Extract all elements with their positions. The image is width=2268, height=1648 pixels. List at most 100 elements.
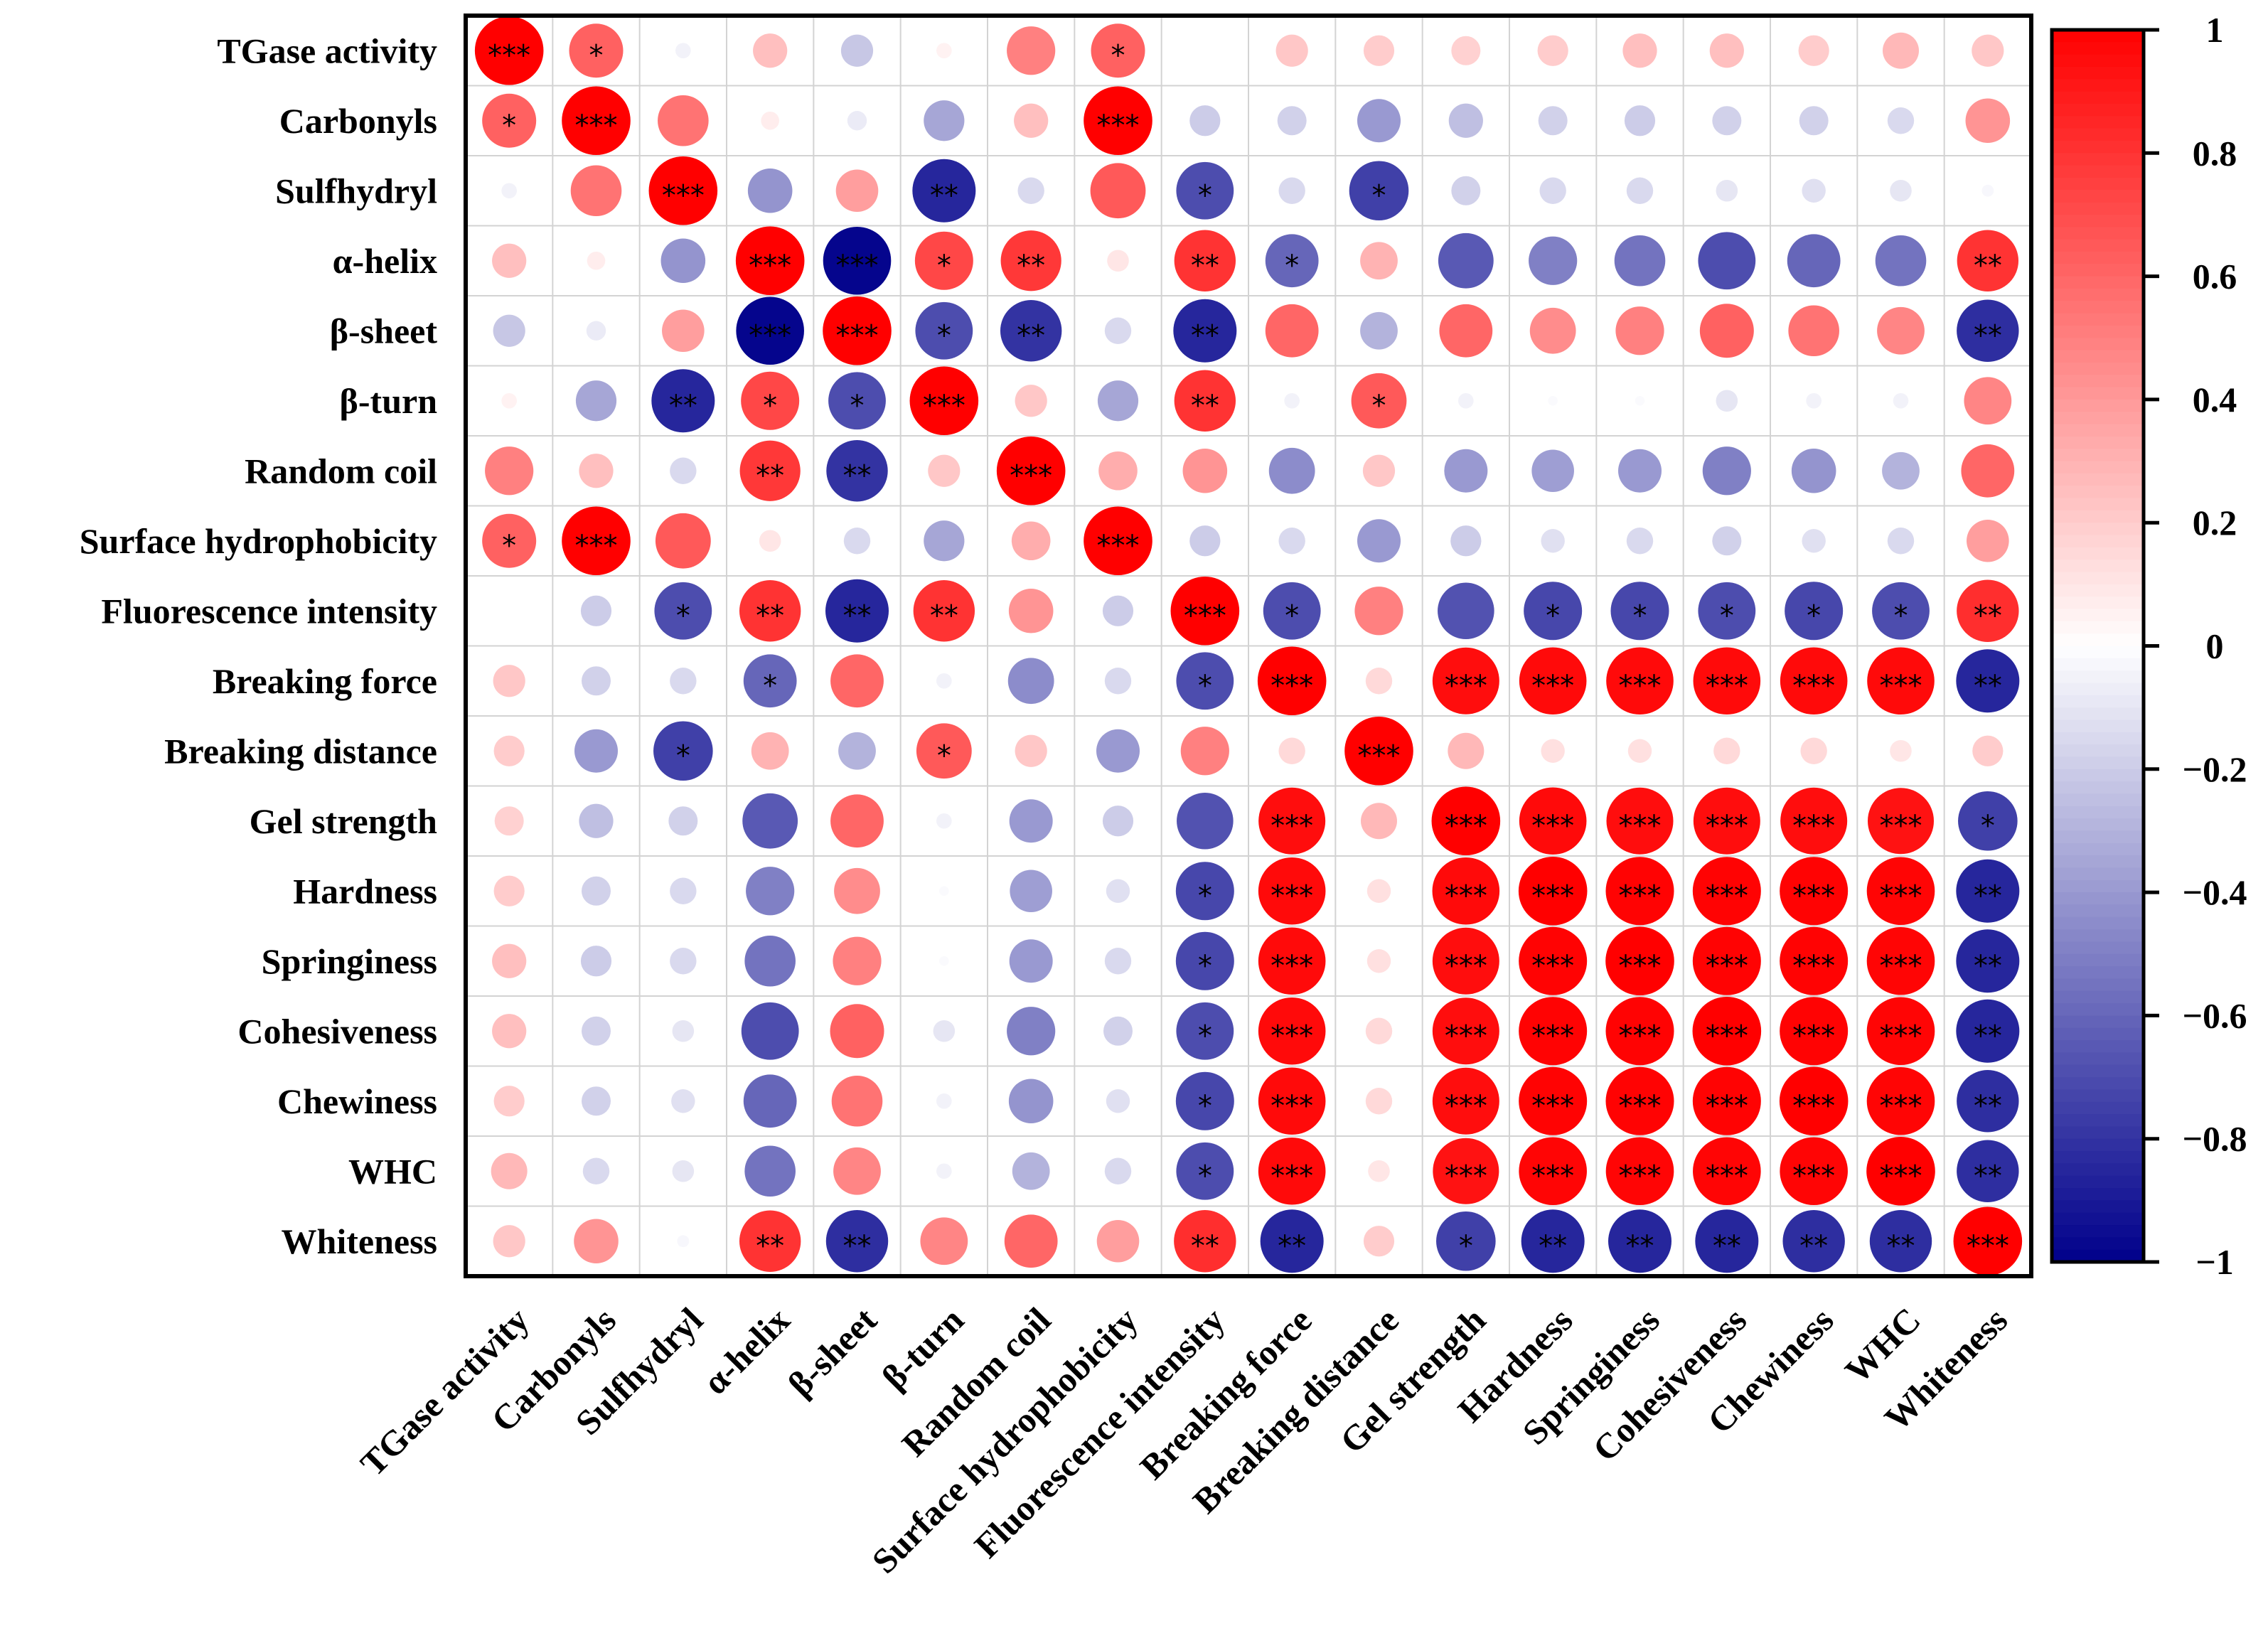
correlation-circle xyxy=(1693,1137,1761,1206)
correlation-circle xyxy=(1265,304,1319,358)
correlation-circle xyxy=(1541,739,1565,763)
colorbar-step xyxy=(2052,288,2144,301)
correlation-circle xyxy=(916,723,972,779)
correlation-circle xyxy=(1438,582,1494,640)
colorbar-step xyxy=(2052,301,2144,314)
colorbar-step xyxy=(2052,103,2144,117)
correlation-circle xyxy=(1011,521,1051,561)
significance-mark: *** xyxy=(1445,879,1487,912)
correlation-circle xyxy=(838,732,876,770)
colorbar-step xyxy=(2052,387,2144,400)
significance-mark: ** xyxy=(1017,319,1045,352)
correlation-circle xyxy=(1965,98,2011,144)
colorbar-step xyxy=(2052,683,2144,696)
significance-mark: ** xyxy=(1974,950,2002,983)
row-label: Breaking distance xyxy=(164,731,437,771)
colorbar-step xyxy=(2052,744,2144,758)
correlation-circle xyxy=(1448,732,1485,769)
correlation-circle xyxy=(1104,948,1132,975)
colorbar-step xyxy=(2052,904,2144,918)
significance-mark: ** xyxy=(1974,1160,2002,1192)
correlation-circle xyxy=(913,580,975,642)
significance-mark: *** xyxy=(1271,670,1313,702)
row-label: Fluorescence intensity xyxy=(101,591,437,631)
significance-mark: ** xyxy=(843,599,872,632)
colorbar-step xyxy=(2052,1126,2144,1140)
row-label: Springiness xyxy=(262,941,437,981)
correlation-circle xyxy=(1096,1219,1140,1263)
correlation-circle xyxy=(1278,528,1305,555)
correlation-circle xyxy=(1866,997,1935,1066)
correlation-circle xyxy=(1627,739,1652,763)
correlation-circle xyxy=(1344,716,1413,786)
colorbar-step xyxy=(2052,584,2144,597)
significance-mark: *** xyxy=(1358,739,1401,772)
significance-mark: * xyxy=(502,530,516,562)
correlation-circle xyxy=(1692,857,1761,926)
correlation-circle xyxy=(1785,582,1844,641)
correlation-circle xyxy=(912,159,976,223)
correlation-circle xyxy=(830,654,884,708)
significance-mark: *** xyxy=(836,250,879,282)
correlation-circle xyxy=(658,95,709,146)
significance-mark: * xyxy=(1198,1090,1212,1123)
correlation-circle xyxy=(677,1235,690,1248)
colorbar-step xyxy=(2052,190,2144,203)
correlation-circle xyxy=(1265,234,1319,288)
correlation-circle xyxy=(744,1145,796,1197)
correlation-circle xyxy=(1519,1066,1588,1135)
colorbar-step xyxy=(2052,1225,2144,1238)
correlation-circle xyxy=(1439,304,1493,358)
significance-mark: * xyxy=(1807,599,1821,632)
significance-mark: * xyxy=(1372,179,1386,212)
significance-mark: *** xyxy=(575,109,618,142)
significance-mark: * xyxy=(1459,1230,1473,1263)
colorbar-step xyxy=(2052,781,2144,795)
correlation-circle xyxy=(739,580,801,642)
colorbar-step xyxy=(2052,732,2144,745)
correlation-circle xyxy=(1782,1210,1845,1273)
correlation-circle xyxy=(1956,859,2020,923)
significance-mark: *** xyxy=(1619,670,1662,702)
correlation-circle xyxy=(1176,652,1234,710)
correlation-circle xyxy=(582,1016,611,1046)
significance-mark: * xyxy=(589,39,604,72)
significance-mark: *** xyxy=(1445,670,1487,702)
correlation-circle xyxy=(1780,857,1849,926)
correlation-circle xyxy=(1953,1206,2023,1276)
correlation-circle xyxy=(1000,300,1062,362)
significance-mark: ** xyxy=(1799,1230,1828,1263)
correlation-circle xyxy=(741,1002,799,1060)
colorbar-step xyxy=(2052,842,2144,856)
correlation-circle xyxy=(1958,791,2018,851)
significance-mark: ** xyxy=(1278,1230,1306,1263)
significance-mark: *** xyxy=(1531,1160,1574,1192)
significance-mark: *** xyxy=(749,250,791,282)
correlation-circle xyxy=(1787,234,1841,288)
row-label: β-sheet xyxy=(330,311,438,351)
correlation-circle xyxy=(474,16,544,85)
correlation-circle xyxy=(582,876,611,906)
colorbar-step xyxy=(2052,707,2144,721)
correlation-circle xyxy=(746,867,795,916)
correlation-circle xyxy=(1432,647,1499,715)
correlation-circle xyxy=(1964,377,2012,425)
correlation-circle xyxy=(1890,739,1912,762)
colorbar-step xyxy=(2052,1077,2144,1090)
correlation-circle xyxy=(1432,997,1499,1065)
correlation-circle xyxy=(1615,306,1664,355)
significance-mark: *** xyxy=(1706,810,1748,842)
significance-mark: ** xyxy=(1539,1230,1567,1263)
colorbar-step xyxy=(2052,202,2144,215)
correlation-circle xyxy=(1360,242,1398,280)
row-label: Sulfhydryl xyxy=(275,171,437,210)
significance-mark: *** xyxy=(1271,879,1313,912)
correlation-circle xyxy=(1802,178,1826,203)
correlation-circle xyxy=(1448,103,1483,138)
correlation-circle xyxy=(1956,999,2020,1063)
correlation-circle xyxy=(582,1157,610,1184)
significance-mark: * xyxy=(937,250,951,282)
correlation-circle xyxy=(1626,528,1654,555)
column-label: α-helix xyxy=(695,1300,798,1402)
